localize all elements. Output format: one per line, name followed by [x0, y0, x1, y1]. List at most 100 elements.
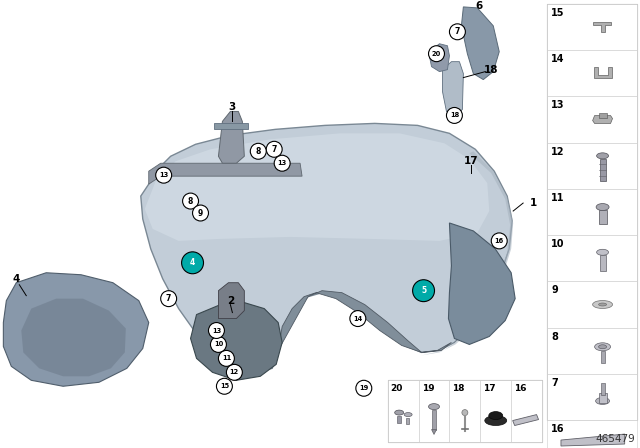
Text: 2: 2	[227, 296, 234, 306]
Text: 15: 15	[220, 383, 229, 389]
Text: 10: 10	[214, 341, 223, 348]
Ellipse shape	[593, 301, 612, 309]
Circle shape	[266, 141, 282, 157]
Polygon shape	[3, 273, 148, 386]
Ellipse shape	[598, 303, 607, 306]
Circle shape	[211, 336, 227, 353]
Ellipse shape	[596, 153, 609, 159]
Text: 7: 7	[455, 27, 460, 36]
Text: 10: 10	[551, 239, 564, 249]
Polygon shape	[191, 303, 282, 380]
Ellipse shape	[489, 412, 502, 420]
Text: 19: 19	[422, 384, 434, 393]
Polygon shape	[513, 414, 538, 426]
Text: 8: 8	[551, 332, 558, 342]
Text: 3: 3	[228, 103, 236, 112]
Ellipse shape	[595, 343, 611, 351]
Text: 17: 17	[483, 384, 496, 393]
Bar	[449, 380, 480, 442]
Circle shape	[156, 167, 172, 183]
Ellipse shape	[429, 404, 440, 409]
Text: 17: 17	[464, 156, 479, 166]
Bar	[388, 380, 542, 442]
Text: 16: 16	[495, 238, 504, 244]
Text: 7: 7	[551, 378, 557, 388]
Bar	[547, 189, 637, 235]
Circle shape	[413, 280, 435, 302]
Polygon shape	[422, 151, 513, 355]
Text: 14: 14	[353, 315, 362, 322]
Bar	[547, 281, 637, 327]
Circle shape	[250, 143, 266, 159]
Text: 20: 20	[390, 384, 403, 393]
Circle shape	[356, 380, 372, 396]
Bar	[547, 4, 637, 420]
Bar	[547, 374, 637, 420]
Text: 14: 14	[551, 54, 564, 64]
Text: 12: 12	[230, 369, 239, 375]
Ellipse shape	[596, 397, 609, 405]
Bar	[388, 380, 419, 442]
Polygon shape	[429, 44, 449, 72]
Text: 9: 9	[198, 208, 203, 218]
Text: 465479: 465479	[596, 434, 636, 444]
Bar	[511, 380, 542, 442]
Bar	[598, 210, 607, 224]
Circle shape	[216, 378, 232, 394]
Polygon shape	[21, 299, 126, 376]
Text: 13: 13	[159, 172, 168, 178]
Polygon shape	[218, 283, 244, 319]
Bar	[547, 50, 637, 96]
Text: 13: 13	[278, 160, 287, 166]
Text: 16: 16	[551, 424, 564, 434]
Polygon shape	[461, 7, 499, 80]
Polygon shape	[214, 123, 248, 129]
Circle shape	[274, 155, 290, 171]
Text: 12: 12	[551, 146, 564, 157]
Text: 19: 19	[359, 385, 369, 391]
Circle shape	[182, 193, 198, 209]
Bar	[547, 327, 637, 374]
Bar	[547, 142, 637, 189]
Text: 11: 11	[222, 355, 231, 362]
Bar	[600, 255, 605, 271]
Circle shape	[193, 205, 209, 221]
Text: 7: 7	[458, 27, 465, 37]
Bar	[431, 409, 436, 430]
Polygon shape	[148, 163, 302, 184]
Polygon shape	[442, 62, 463, 116]
Circle shape	[447, 108, 462, 123]
Text: 11: 11	[551, 193, 564, 203]
Text: 18: 18	[452, 384, 465, 393]
Text: 5: 5	[421, 286, 426, 295]
Ellipse shape	[484, 416, 507, 426]
Text: 4: 4	[13, 274, 20, 284]
Circle shape	[182, 252, 204, 274]
Text: 16: 16	[514, 384, 527, 393]
Text: 13: 13	[551, 100, 564, 110]
Bar	[600, 159, 605, 181]
Polygon shape	[561, 434, 625, 446]
Text: 7: 7	[166, 294, 172, 303]
Bar	[397, 416, 401, 422]
Bar	[547, 235, 637, 281]
Polygon shape	[141, 123, 512, 372]
Polygon shape	[594, 67, 612, 78]
Bar	[598, 112, 607, 117]
Circle shape	[218, 350, 234, 366]
Circle shape	[462, 409, 468, 416]
Circle shape	[350, 310, 366, 327]
Bar	[547, 4, 637, 50]
Circle shape	[227, 364, 243, 380]
Bar	[480, 380, 511, 442]
Text: 18: 18	[450, 112, 459, 118]
Text: 15: 15	[551, 8, 564, 18]
Text: 1: 1	[529, 198, 537, 208]
Circle shape	[209, 323, 225, 339]
Bar	[547, 96, 637, 142]
Circle shape	[449, 24, 465, 40]
Ellipse shape	[395, 410, 404, 415]
Polygon shape	[593, 116, 612, 124]
Bar	[419, 380, 449, 442]
Text: 7: 7	[271, 145, 277, 154]
